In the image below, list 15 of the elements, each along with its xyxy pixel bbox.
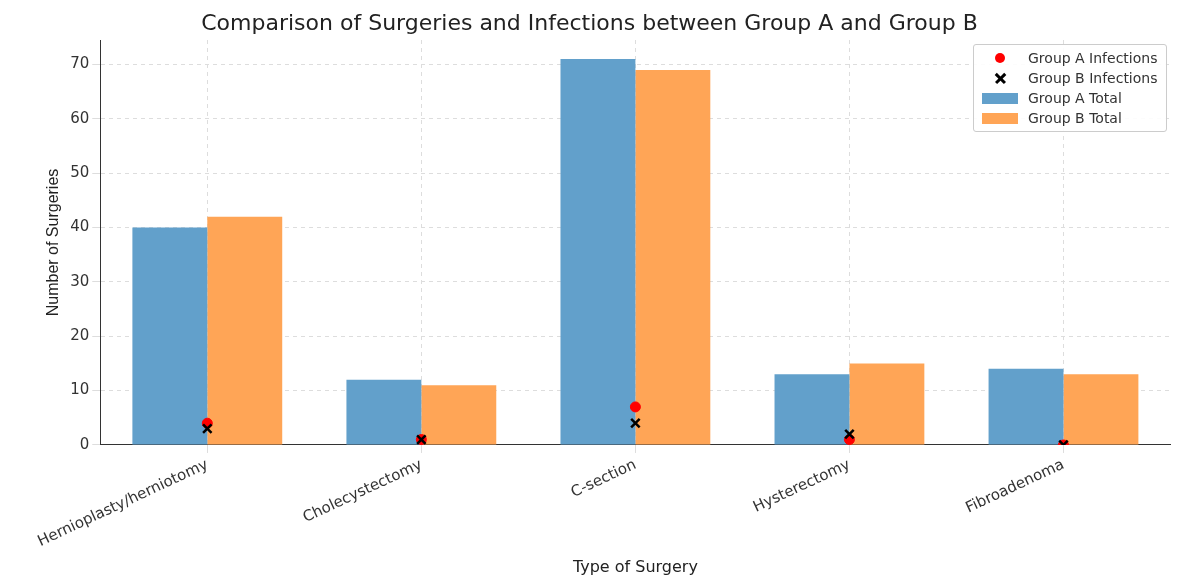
chart-title: Comparison of Surgeries and Infections between Group A and Group B <box>200 10 979 35</box>
y-tick-label: 50 <box>70 163 90 182</box>
x-axis-title: Type of Surgery <box>571 556 698 576</box>
y-tick-label: 20 <box>70 326 90 345</box>
legend-label: Group B Total <box>1028 110 1122 126</box>
y-tick-label: 40 <box>70 217 90 236</box>
y-tick-label: 10 <box>70 380 90 399</box>
y-tick-label: 30 <box>70 271 90 290</box>
y-tick-label: 70 <box>70 54 90 73</box>
y-axis-title: Number of Surgeries <box>44 168 62 317</box>
legend-label: Group B Infections <box>1028 70 1158 86</box>
y-tick-label: 60 <box>70 108 90 127</box>
y-tick-label: 0 <box>79 434 90 453</box>
legend-label: Group A Infections <box>1028 50 1158 66</box>
legend-label: Group A Total <box>1028 90 1122 106</box>
